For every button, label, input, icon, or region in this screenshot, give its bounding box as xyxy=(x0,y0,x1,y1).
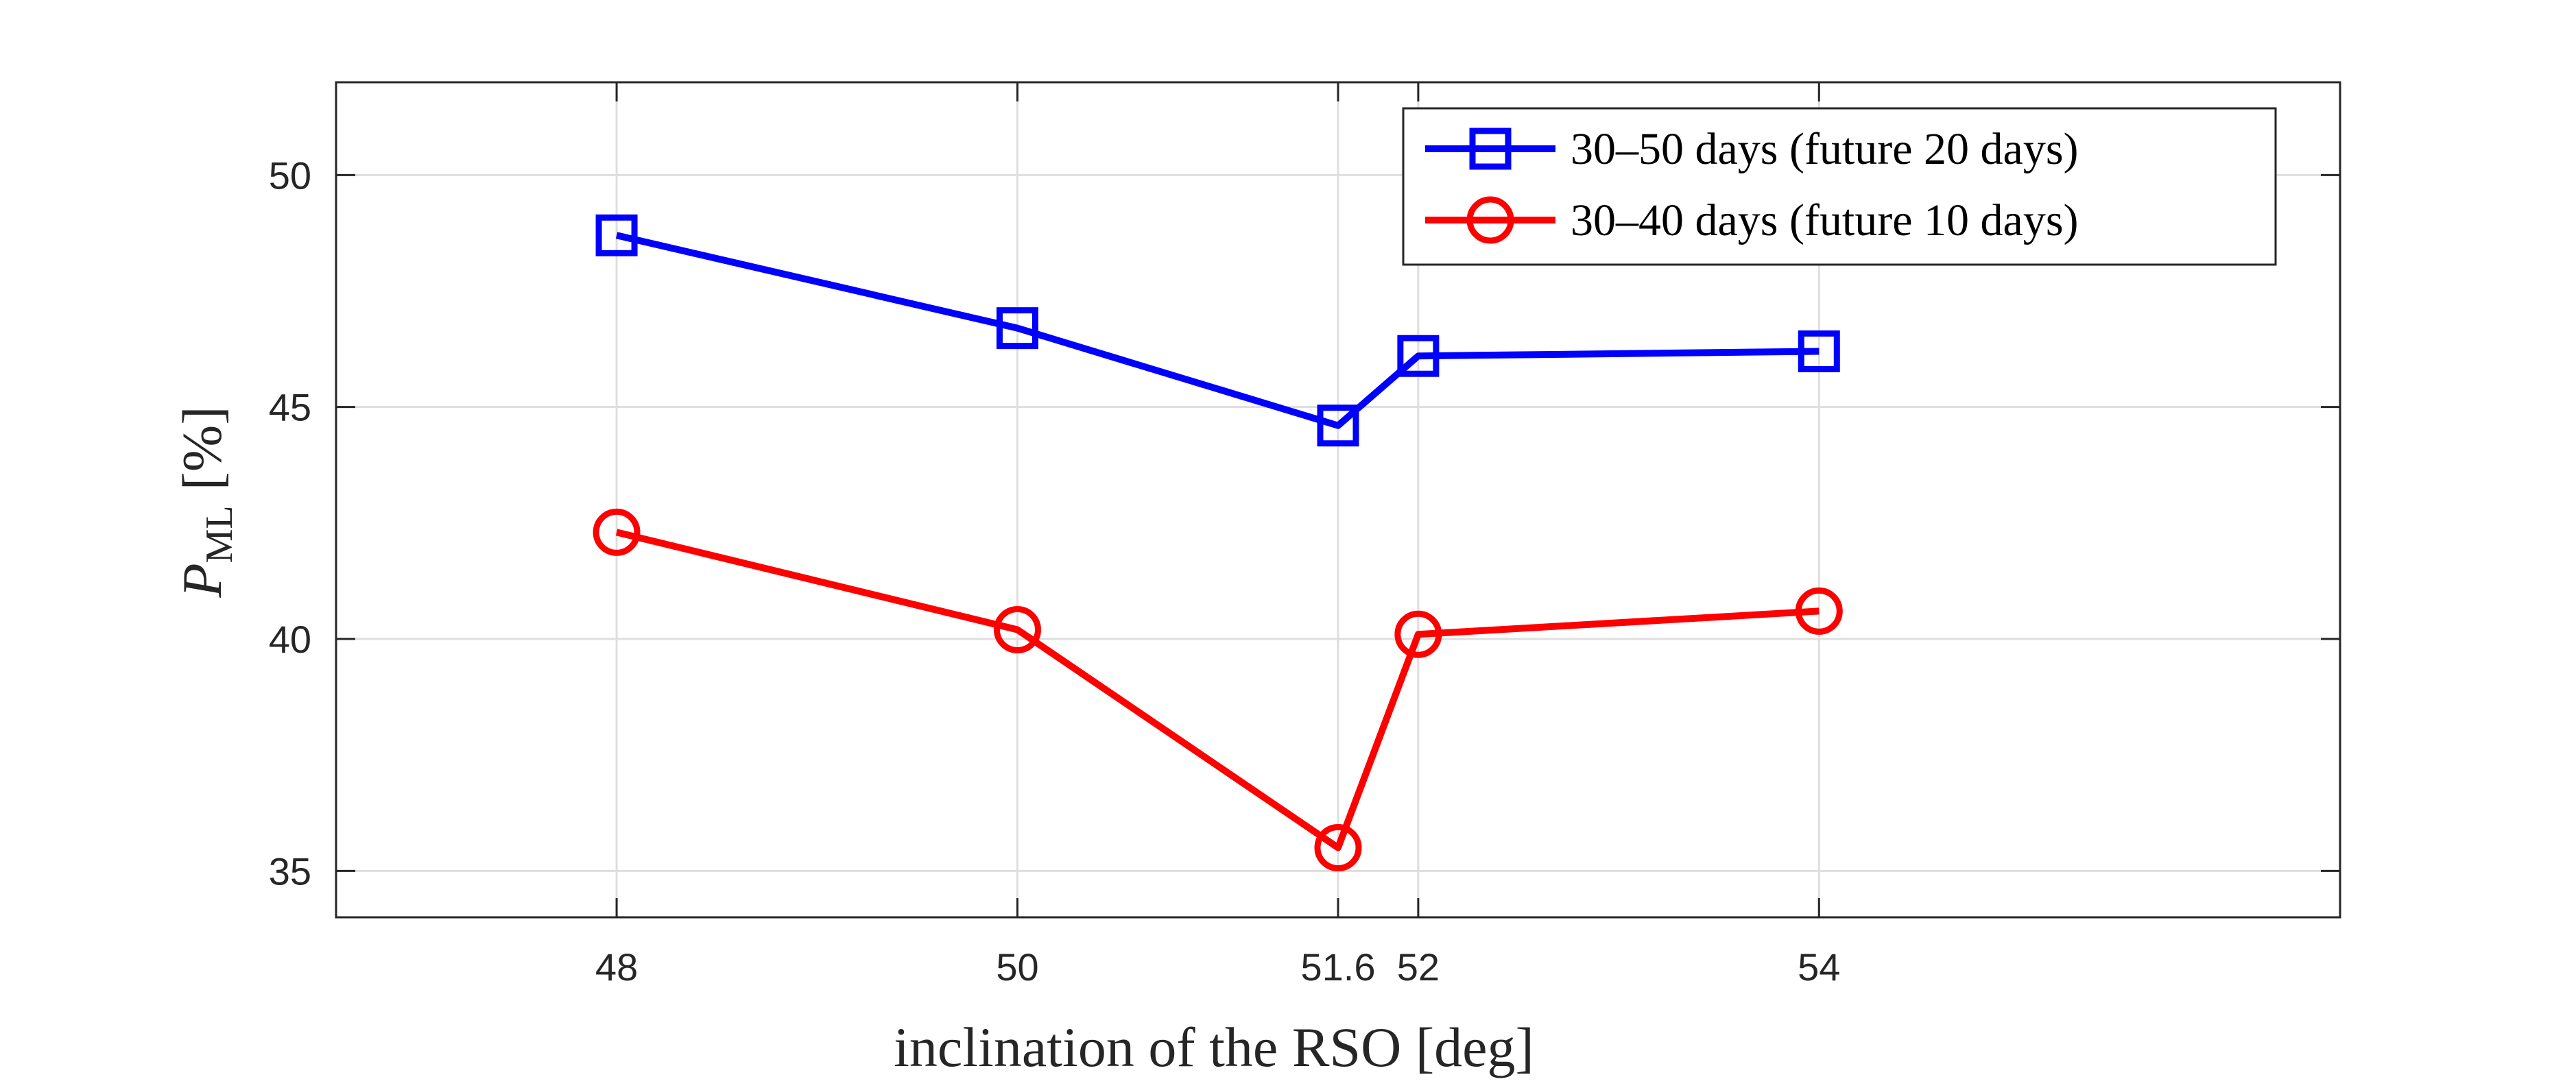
x-tick-label: 50 xyxy=(996,945,1038,989)
legend: 30–50 days (future 20 days) 30–40 days (f… xyxy=(1402,107,2277,266)
data-point-circle xyxy=(1314,824,1362,871)
data-point-square xyxy=(1798,330,1840,372)
y-tick-label: 35 xyxy=(269,849,311,893)
series-1 xyxy=(595,214,1840,447)
legend-entry-1: 30–50 days (future 20 days) xyxy=(1425,124,2079,174)
x-tick-label: 54 xyxy=(1798,945,1840,989)
plot-frame xyxy=(335,81,2341,919)
data-point-circle xyxy=(1394,610,1442,658)
data-point-square xyxy=(1317,404,1359,447)
y-axis-unit: [%] xyxy=(171,406,233,490)
x-tick-label: 52 xyxy=(1397,945,1440,989)
legend-marker-square xyxy=(1469,128,1512,170)
legend-label: 30–40 days (future 10 days) xyxy=(1571,195,2079,245)
y-tick-label: 45 xyxy=(269,386,311,429)
x-tick-label: 51.6 xyxy=(1301,945,1376,989)
y-tick-label: 40 xyxy=(269,618,311,661)
y-axis-title: PML [%] xyxy=(171,406,241,598)
data-point-square xyxy=(1397,335,1440,377)
series-group xyxy=(593,214,1843,871)
legend-entry-2: 30–40 days (future 10 days) xyxy=(1425,195,2079,245)
x-tick-label: 48 xyxy=(595,945,638,989)
data-point-square xyxy=(996,307,1038,350)
y-axis-symbol: P xyxy=(171,563,233,598)
tick-labels: 48 50 51.6 52 54 35 40 45 50 xyxy=(269,154,1841,989)
legend-box xyxy=(1402,107,2277,266)
legend-label: 30–50 days (future 20 days) xyxy=(1571,124,2079,174)
data-point-circle xyxy=(1795,587,1843,635)
data-point-circle xyxy=(993,605,1041,653)
axis-ticks xyxy=(336,82,2340,917)
series-line xyxy=(615,529,1820,851)
data-point-square xyxy=(595,214,638,256)
y-tick-label: 50 xyxy=(269,154,311,197)
data-point-circle xyxy=(593,508,641,556)
series-2 xyxy=(593,508,1843,871)
y-axis-subscript: ML xyxy=(198,505,241,563)
series-line xyxy=(615,232,1820,429)
legend-marker-circle xyxy=(1466,196,1514,244)
x-axis-title: inclination of the RSO [deg] xyxy=(894,1016,1534,1078)
